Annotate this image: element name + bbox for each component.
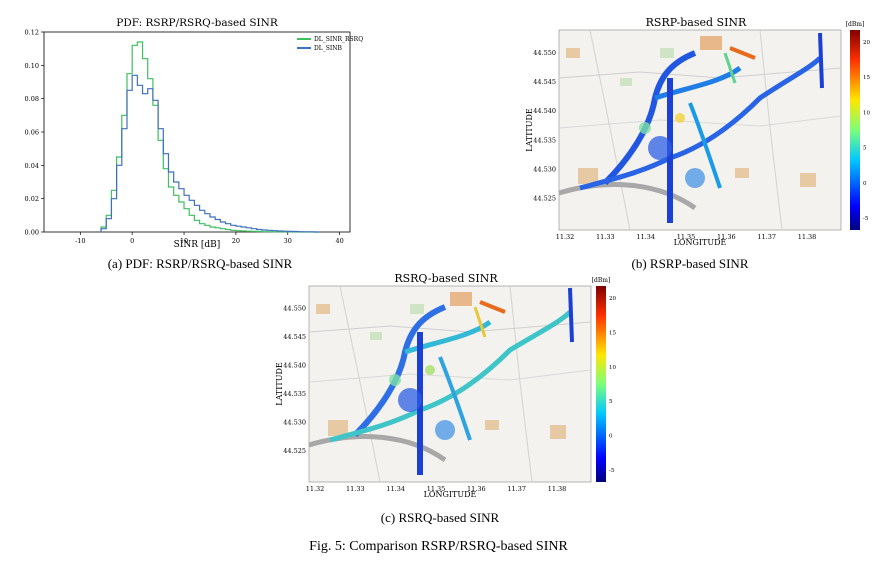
pdf-x-tick-label: 20 <box>232 237 240 245</box>
rsrq-colorbar-unit: [dBm] <box>592 277 611 284</box>
colorbar-tick-label: 0 <box>609 434 613 440</box>
rsrq-map: RSRQ-based SINR LATITUDE 44.55044.54544.… <box>275 272 616 499</box>
map-y-tick-label: 44.540 <box>283 362 306 370</box>
colorbar-tick-label: 15 <box>863 75 870 81</box>
colorbar-tick-label: 10 <box>863 110 870 116</box>
map-y-tick-label: 44.540 <box>533 107 556 115</box>
pdf-legend: DL_SINR_RSRQ DL_SINB <box>297 36 363 52</box>
rsrp-map-x-axis-label: LONGITUDE <box>674 238 727 247</box>
pdf-y-tick-label: 0.00 <box>25 229 39 237</box>
rsrp-colorbar <box>850 30 860 230</box>
caption-a: (a) PDF: RSRP/RSRQ-based SINR <box>107 256 293 271</box>
colorbar-tick-label: 5 <box>863 146 867 152</box>
pdf-series-line-1 <box>100 74 319 233</box>
pdf-x-tick-label: 40 <box>335 237 343 245</box>
map-y-tick-label: 44.530 <box>533 165 556 173</box>
caption-c: (c) RSRQ-based SINR <box>380 510 500 525</box>
colorbar-tick-label: -5 <box>863 216 869 222</box>
map-x-tick-label: 11.36 <box>467 485 486 493</box>
pdf-x-ticks: -10 0 10 20 30 40 <box>75 232 344 245</box>
rsrq-map-y-axis-label: LATITUDE <box>275 362 284 406</box>
rsrq-map-x-ticks: 11.32 11.33 11.34 11.35 11.36 11.37 11.38 <box>306 485 567 493</box>
pdf-y-ticks: 0.00 0.02 0.04 0.06 0.08 0.10 0.12 <box>25 29 44 237</box>
rsrq-map-x-axis-label: LONGITUDE <box>424 490 477 499</box>
pdf-y-tick-label: 0.10 <box>25 62 39 70</box>
rsrp-map-coverage <box>579 32 824 223</box>
pdf-y-tick-label: 0.12 <box>25 29 39 37</box>
map-x-tick-label: 11.34 <box>386 485 405 493</box>
rsrq-map-coverage <box>329 287 574 475</box>
colorbar-tick-label: 20 <box>863 40 870 46</box>
rsrp-map-title: RSRP-based SINR <box>646 16 747 29</box>
pdf-series-line-0 <box>100 41 319 233</box>
map-x-tick-label: 11.32 <box>306 485 325 493</box>
rsrq-colorbar <box>596 286 606 482</box>
caption-b: (b) RSRP-based SINR <box>631 256 749 271</box>
pdf-x-tick-label: -10 <box>75 237 85 245</box>
colorbar-tick-label: 0 <box>863 181 867 187</box>
map-x-tick-label: 11.33 <box>346 485 365 493</box>
map-y-tick-label: 44.535 <box>533 136 556 144</box>
rsrp-map: RSRP-based SINR LATITUDE 44.55044.54544.… <box>525 16 870 247</box>
map-x-tick-label: 11.36 <box>717 233 736 241</box>
map-x-tick-label: 11.34 <box>636 233 655 241</box>
map-y-tick-label: 44.530 <box>283 419 306 427</box>
pdf-x-tick-label: 0 <box>130 237 134 245</box>
rsrp-map-y-axis-label: LATITUDE <box>525 108 534 152</box>
colorbar-tick-label: 5 <box>609 399 613 405</box>
map-y-tick-label: 44.545 <box>283 333 306 341</box>
pdf-y-tick-label: 0.06 <box>25 129 39 137</box>
pdf-y-tick-label: 0.08 <box>25 95 39 103</box>
pdf-y-tick-label: 0.04 <box>25 162 39 170</box>
map-x-tick-label: 11.35 <box>427 485 446 493</box>
rsrp-colorbar-ticks: 20 15 10 5 0 -5 <box>863 40 870 222</box>
map-x-tick-label: 11.38 <box>548 485 567 493</box>
map-y-tick-label: 44.550 <box>283 305 306 313</box>
map-x-tick-label: 11.32 <box>556 233 575 241</box>
map-x-tick-label: 11.33 <box>596 233 615 241</box>
colorbar-tick-label: 15 <box>609 330 616 336</box>
rsrp-map-y-ticks: 44.550 44.545 44.540 44.535 44.530 44.525 <box>533 49 556 202</box>
pdf-x-tick-label: 30 <box>284 237 292 245</box>
map-y-tick-label: 44.550 <box>533 49 556 57</box>
pdf-y-tick-label: 0.02 <box>25 195 39 203</box>
colorbar-tick-label: 20 <box>609 296 616 302</box>
colorbar-tick-label: -5 <box>609 468 615 474</box>
rsrq-map-title: RSRQ-based SINR <box>394 272 498 285</box>
map-x-tick-label: 11.35 <box>677 233 696 241</box>
pdf-chart: PDF: RSRP/RSRQ-based SINR 0.000.020.040.… <box>25 17 364 250</box>
map-y-tick-label: 44.535 <box>283 390 306 398</box>
rsrq-colorbar-ticks: 20 15 10 5 0 -5 <box>609 296 616 474</box>
pdf-series <box>100 41 319 233</box>
rsrp-map-x-ticks: 11.32 11.33 11.34 11.35 11.36 11.37 11.38 <box>556 233 817 241</box>
rsrp-colorbar-unit: [dBm] <box>846 21 865 28</box>
pdf-plot-frame <box>43 31 351 233</box>
legend-label-rsrq: DL_SINR_RSRQ <box>314 36 363 43</box>
map-y-tick-label: 44.545 <box>533 78 556 86</box>
map-x-tick-label: 11.37 <box>507 485 526 493</box>
map-y-tick-label: 44.525 <box>533 195 556 203</box>
pdf-chart-title: PDF: RSRP/RSRQ-based SINR <box>116 17 279 29</box>
map-x-tick-label: 11.37 <box>757 233 776 241</box>
pdf-x-tick-label: 10 <box>180 237 188 245</box>
map-x-tick-label: 11.38 <box>798 233 817 241</box>
rsrq-map-y-ticks: 44.550 44.545 44.540 44.535 44.530 44.525 <box>283 305 306 455</box>
colorbar-tick-label: 10 <box>609 365 616 371</box>
legend-label-sinb: DL_SINB <box>314 45 343 52</box>
pdf-x-axis-label: SINR [dB] <box>174 240 221 250</box>
figure-caption: Fig. 5: Comparison RSRP/RSRQ-based SINR <box>309 539 568 554</box>
map-y-tick-label: 44.525 <box>283 447 306 455</box>
